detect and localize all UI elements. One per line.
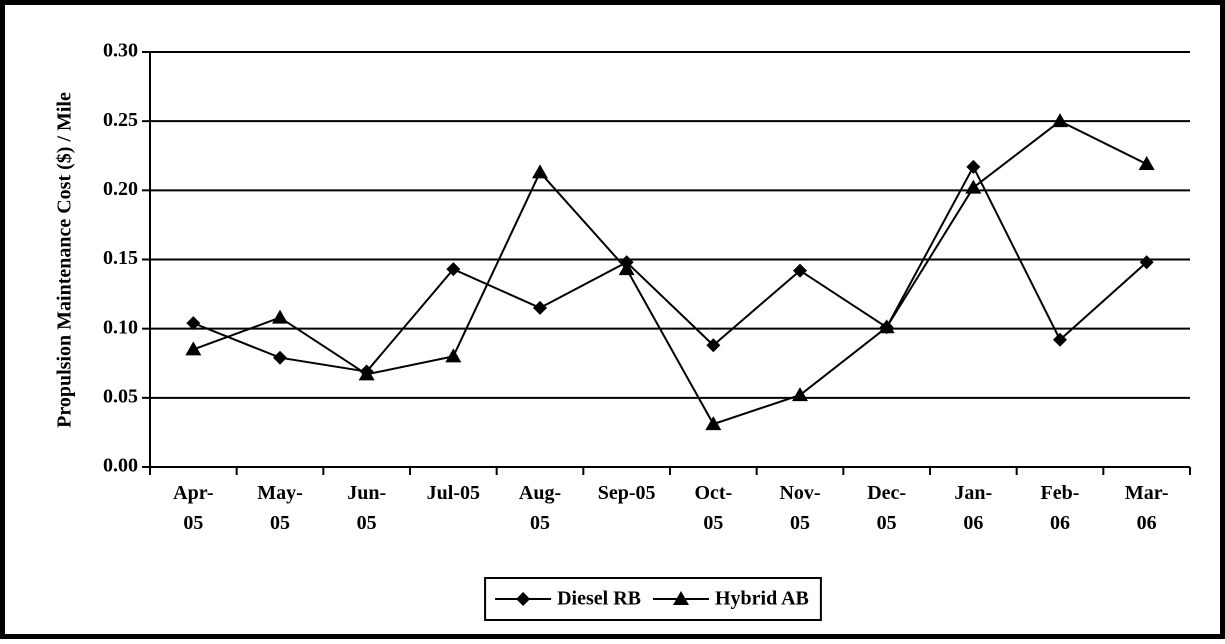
x-tick-label: Sep-05 [598, 482, 656, 504]
diamond-marker [516, 592, 531, 606]
triangle-marker [965, 179, 982, 194]
triangle-marker [445, 348, 462, 363]
diamond-marker [533, 300, 547, 315]
triangle-marker [358, 366, 375, 381]
x-tick-label: Jul-05 [427, 482, 480, 504]
legend-label: Hybrid AB [715, 588, 809, 610]
y-tick-label: 0.15 [103, 247, 138, 269]
y-axis-title: Propulsion Maintenance Cost ($) / Mile [54, 92, 76, 428]
triangle-marker [878, 319, 895, 334]
legend: Diesel RB Hybrid AB [484, 577, 822, 621]
y-tick-label: 0.00 [103, 455, 138, 477]
diamond-marker [1053, 332, 1067, 347]
x-tick-label: Jan-06 [954, 482, 992, 534]
triangle-marker [792, 387, 808, 402]
diamond-marker [186, 316, 201, 331]
triangle-marker [1138, 156, 1155, 171]
triangle-marker [185, 341, 202, 356]
diamond-marker [793, 263, 807, 278]
x-tick-label: Aug-05 [519, 482, 561, 534]
x-tick-label: May-05 [257, 482, 303, 534]
x-tick-label: Dec-05 [867, 482, 906, 534]
triangle-marker [272, 309, 288, 324]
x-tick-label: Feb-06 [1041, 482, 1080, 534]
y-tick-label: 0.20 [103, 178, 138, 200]
diamond-marker [446, 262, 461, 277]
legend-label: Diesel RB [557, 588, 641, 610]
diamond-marker [966, 159, 981, 174]
y-tick-label: 0.10 [103, 316, 138, 338]
x-tick-label: Nov-05 [779, 482, 820, 534]
series-line [192, 164, 1148, 373]
triangle-marker [705, 416, 722, 431]
y-tick-label: 0.05 [103, 385, 138, 407]
triangle-marker [618, 261, 635, 276]
diamond-marker [1139, 255, 1154, 270]
diamond-marker [273, 350, 287, 365]
y-tick-label: 0.25 [103, 109, 138, 131]
x-tick-label: Apr-05 [173, 482, 213, 534]
diamond-marker [706, 338, 721, 353]
triangle-marker [532, 164, 548, 179]
y-tick-label: 0.30 [103, 40, 138, 62]
x-tick-label: Mar-06 [1125, 482, 1169, 534]
x-tick-label: Jun-05 [347, 482, 386, 534]
triangle-marker [1052, 113, 1068, 128]
triangle-marker [672, 591, 689, 605]
series-line [192, 119, 1148, 426]
x-tick-label: Oct-05 [694, 482, 732, 534]
